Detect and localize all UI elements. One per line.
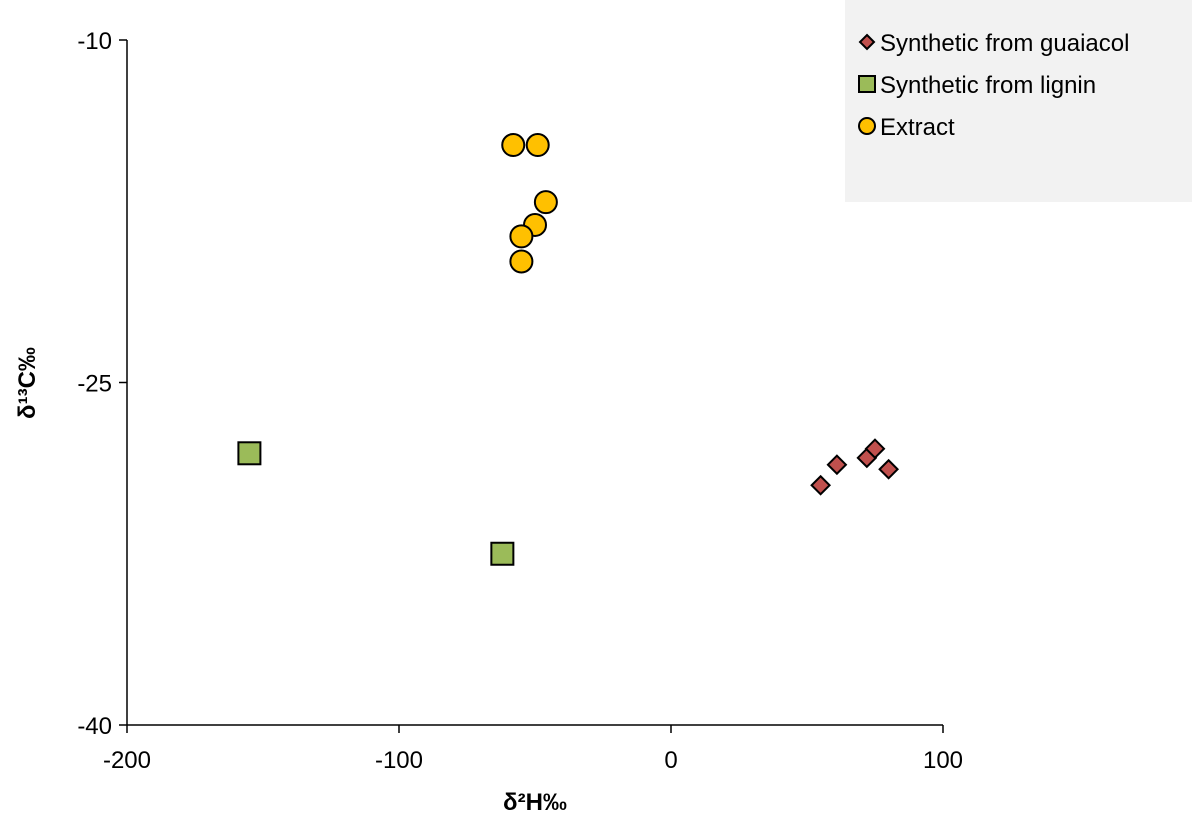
data-point-square <box>237 441 262 466</box>
legend-marker-circle <box>858 117 876 135</box>
legend-box <box>845 0 1192 202</box>
data-point-square <box>490 541 515 566</box>
x-tick-label: -100 <box>375 747 423 774</box>
x-tick-label: -200 <box>103 747 151 774</box>
legend-label: Extract <box>880 114 955 141</box>
data-point-circle <box>501 133 526 158</box>
y-ticks: -40 -25 -10 <box>77 28 127 740</box>
legend-items: Synthetic from guaiacol Synthetic from li… <box>858 30 1129 141</box>
data-point-diamond <box>810 474 832 496</box>
data-point-circle <box>509 224 534 249</box>
data-point-diamond <box>864 438 886 460</box>
data-point-circle <box>525 133 550 158</box>
legend-label: Synthetic from lignin <box>880 72 1096 99</box>
x-axis-title: δ²H‰ <box>503 789 567 816</box>
series-circle <box>501 133 558 274</box>
data-point-diamond <box>826 454 848 476</box>
data-point-circle <box>509 249 534 274</box>
x-tick-label: 0 <box>664 747 677 774</box>
x-tick-label: 100 <box>923 747 963 774</box>
data-points <box>237 133 900 566</box>
y-axis-title: δ¹³C‰ <box>14 347 41 419</box>
data-point-diamond <box>878 458 900 480</box>
y-tick-label: -25 <box>77 371 112 398</box>
y-tick-label: -40 <box>77 713 112 740</box>
data-point-circle <box>533 190 558 215</box>
legend: Synthetic from guaiacol Synthetic from li… <box>845 0 1192 202</box>
y-tick-label: -10 <box>77 28 112 55</box>
legend-marker-square <box>858 75 876 93</box>
series-square <box>237 441 515 566</box>
legend-marker-diamond <box>858 33 876 51</box>
x-ticks: -200 -100 0 100 <box>103 725 963 774</box>
series-diamond <box>810 438 900 496</box>
legend-label: Synthetic from guaiacol <box>880 30 1129 57</box>
